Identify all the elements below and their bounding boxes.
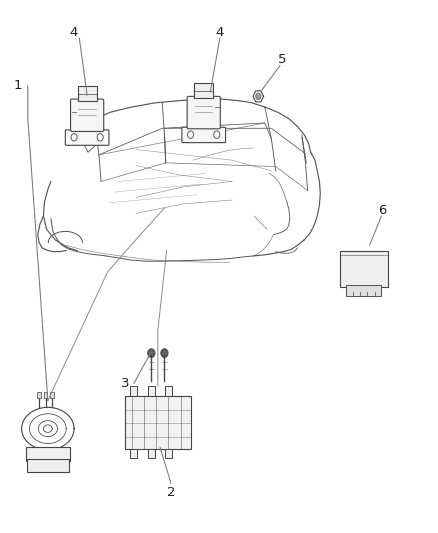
Text: 6: 6 — [378, 204, 387, 217]
Text: 3: 3 — [121, 377, 129, 390]
Bar — [148, 449, 155, 458]
Text: 4: 4 — [70, 26, 78, 39]
Bar — [165, 386, 172, 395]
Circle shape — [148, 349, 155, 358]
Circle shape — [161, 349, 168, 358]
Bar — [125, 395, 191, 449]
Text: 4: 4 — [215, 26, 224, 39]
Bar — [50, 392, 54, 398]
FancyBboxPatch shape — [71, 99, 104, 132]
Bar — [148, 386, 155, 395]
Text: 5: 5 — [278, 53, 286, 66]
Text: 1: 1 — [14, 79, 22, 92]
Bar — [27, 459, 69, 472]
FancyBboxPatch shape — [187, 96, 220, 129]
Bar — [340, 251, 388, 287]
Bar — [26, 447, 70, 461]
Bar — [37, 392, 41, 398]
FancyBboxPatch shape — [182, 127, 226, 143]
Bar — [165, 449, 172, 458]
FancyBboxPatch shape — [65, 130, 109, 146]
Bar — [131, 386, 138, 395]
Bar — [194, 83, 213, 98]
Circle shape — [256, 93, 261, 100]
Bar — [346, 285, 381, 296]
Bar — [78, 86, 97, 101]
Bar — [44, 392, 47, 398]
Bar — [131, 449, 138, 458]
Text: 2: 2 — [167, 486, 175, 499]
